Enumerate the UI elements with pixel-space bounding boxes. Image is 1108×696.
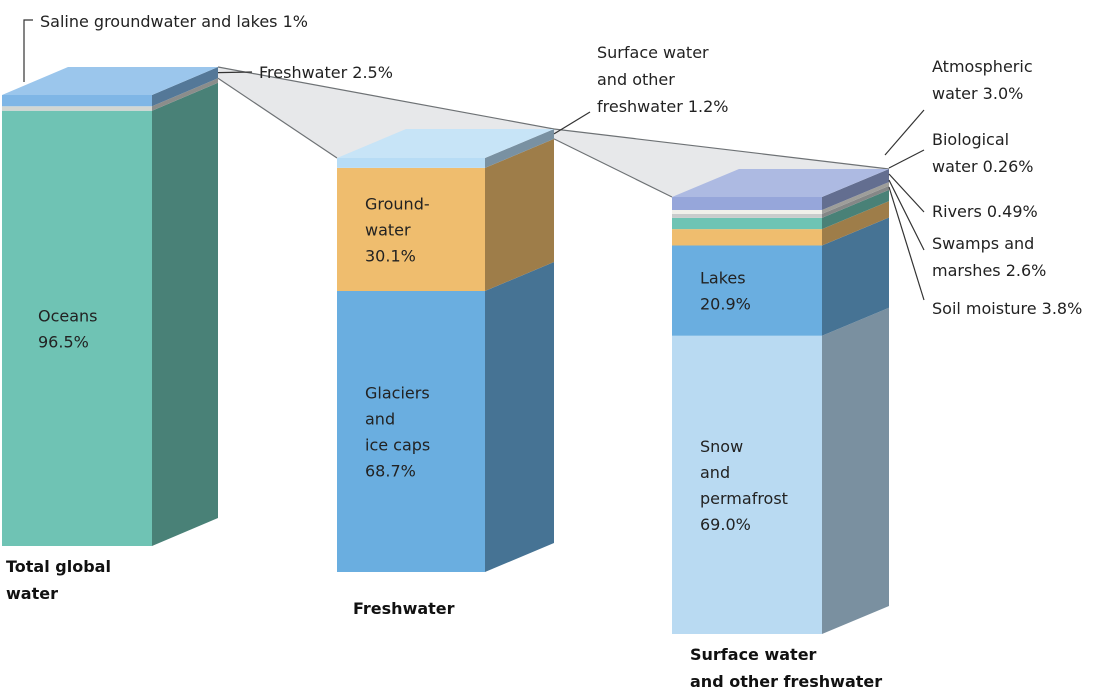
connector-total-to-freshwater-edge-bottom [217, 77, 338, 159]
label-line: 96.5% [38, 332, 89, 351]
label-groundwater: Ground-water 30.1% [365, 194, 430, 265]
column-total-global-water: Oceans 96.5% Total global water [2, 67, 218, 603]
label-line: Snow [700, 437, 743, 456]
annotation-atmospheric-water-3-0: Atmospheric water 3.0% [932, 57, 1033, 103]
segment-snow-and-permafrost-side [822, 307, 889, 634]
segment-surface-water-and-other-freshwater-top [337, 129, 554, 158]
annotation-line: freshwater 1.2% [597, 97, 729, 116]
annotation-soil-moisture-3-8: Soil moisture 3.8% [932, 299, 1082, 318]
segment-atmospheric-water-side [822, 169, 889, 210]
label-line: Oceans [38, 306, 98, 325]
annotation-line: Freshwater 2.5% [259, 63, 393, 82]
column-freshwater: Glaciers and ice caps 68.7% Ground-water 30.1… [337, 129, 554, 618]
category-label-total-global-water: Total global water [6, 557, 111, 603]
label-line: 68.7% [365, 462, 416, 481]
label-line: Glaciers [365, 384, 430, 403]
category-label-freshwater: Freshwater [353, 599, 455, 618]
annotation-saline-groundwater-and-lakes-1-leader [23, 19, 33, 82]
annotation-line: water 0.26% [932, 157, 1034, 176]
connector-freshwater-to-surface-edge-bottom [553, 138, 673, 198]
segment-biological-water-front [672, 210, 822, 214]
annotation-surface-water-and-other-freshwater-1-2-leader [553, 111, 591, 135]
annotation-line: Atmospheric [932, 57, 1033, 76]
label-line: Ground- [365, 194, 430, 213]
segment-rivers-side [822, 185, 889, 218]
label-line: 30.1% [365, 246, 416, 265]
annotation-soil-moisture-3-8-leader [888, 186, 925, 301]
segment-oceans-front [2, 110, 152, 547]
segment-lakes-front [672, 245, 822, 336]
segment-biological-water-side [822, 182, 889, 214]
annotation-line: Soil moisture 3.8% [932, 299, 1082, 318]
label-line: ice caps [365, 436, 430, 455]
category-label-line: water [6, 584, 58, 603]
annotation-swamps-and-marshes-2-6-leader [888, 179, 925, 251]
category-label-line: Total global [6, 557, 111, 576]
label-line: Lakes [700, 269, 746, 288]
annotation-rivers-0-49-leader [888, 173, 925, 213]
annotation-saline-groundwater-and-lakes-1: Saline groundwater and lakes 1% [40, 12, 308, 31]
segment-swamps-and-marshes-side [822, 189, 889, 230]
annotation-line: Saline groundwater and lakes 1% [40, 12, 308, 31]
category-label-line: Surface water [690, 645, 817, 664]
label-line: 69.0% [700, 515, 751, 534]
segment-soil-moisture-side [822, 201, 889, 246]
annotation-line: marshes 2.6% [932, 261, 1046, 280]
connector-freshwater-to-surface-edge-top [553, 128, 890, 170]
annotation-freshwater-2-5-leader [217, 71, 253, 74]
segment-swamps-and-marshes-front [672, 217, 822, 230]
annotation-line: and other [597, 70, 675, 89]
annotation-line: Swamps and [932, 234, 1034, 253]
segment-saline-groundwater-and-lakes-side [152, 78, 218, 111]
category-label-line: and other freshwater [690, 672, 882, 691]
label-line: and [700, 463, 730, 482]
segment-freshwater-side [152, 67, 218, 107]
annotation-line: Surface water [597, 43, 709, 62]
segment-freshwater-front [2, 95, 152, 107]
label-line: and [365, 410, 395, 429]
segment-freshwater-top [2, 67, 218, 95]
segment-saline-groundwater-and-lakes-front [2, 106, 152, 111]
label-lakes: Lakes 20.9% [700, 269, 751, 314]
segment-rivers-front [672, 213, 822, 218]
label-line: 20.9% [700, 295, 751, 314]
segment-lakes-side [822, 217, 889, 336]
category-label-surface-water-and-other-freshwater: Surface water and other freshwater [690, 645, 882, 691]
annotation-line: Rivers 0.49% [932, 202, 1038, 221]
segment-atmospheric-water-front [672, 197, 822, 210]
annotation-swamps-and-marshes-2-6: Swamps and marshes 2.6% [932, 234, 1046, 280]
label-glaciers-and-ice-caps: Glaciers and ice caps 68.7% [365, 384, 430, 481]
category-label-line: Freshwater [353, 599, 455, 618]
segment-soil-moisture-front [672, 229, 822, 246]
annotation-line: Biological [932, 130, 1009, 149]
label-snow-and-permafrost: Snow and permafrost 69.0% [700, 437, 788, 534]
segment-glaciers-and-ice-caps-front [337, 291, 485, 572]
annotation-line: water 3.0% [932, 84, 1023, 103]
annotation-rivers-0-49: Rivers 0.49% [932, 202, 1038, 221]
label-oceans: Oceans 96.5% [38, 306, 98, 351]
label-line: water [365, 220, 411, 239]
annotation-freshwater-2-5: Freshwater 2.5% [259, 63, 393, 82]
annotation-biological-water-0-26-leader [888, 149, 925, 169]
connector-total-to-freshwater-edge-top [217, 66, 555, 130]
segment-surface-water-and-other-freshwater-side [485, 129, 554, 168]
segment-snow-and-permafrost-front [672, 335, 822, 634]
segment-groundwater-side [485, 138, 554, 291]
segment-atmospheric-water-top [672, 169, 889, 197]
label-line: permafrost [700, 489, 788, 508]
annotation-atmospheric-water-3-0-leader [884, 109, 925, 156]
annotation-biological-water-0-26: Biological water 0.26% [932, 130, 1034, 176]
column-surface-water-and-other-freshwater: Snow and permafrost 69.0% Lakes 20.9% Surface … [672, 169, 889, 691]
segment-groundwater-front [337, 167, 485, 291]
segment-glaciers-and-ice-caps-side [485, 262, 554, 572]
segment-surface-water-and-other-freshwater-front [337, 158, 485, 168]
segment-oceans-side [152, 82, 218, 547]
annotation-surface-water-and-other-freshwater-1-2: Surface water and other freshwater 1.2% [597, 43, 729, 116]
